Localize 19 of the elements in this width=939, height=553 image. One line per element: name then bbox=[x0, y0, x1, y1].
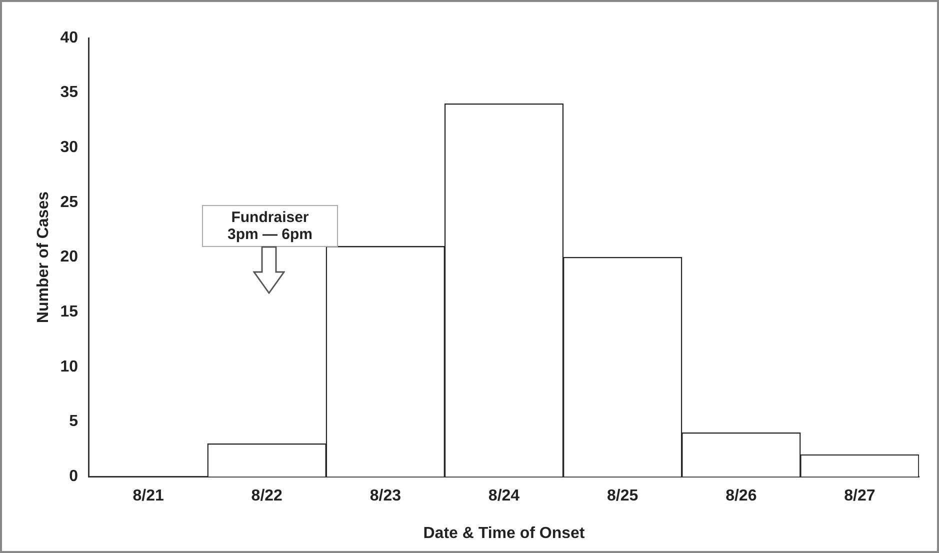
x-tick-label: 8/22 bbox=[251, 488, 283, 505]
y-axis-title: Number of Cases bbox=[35, 191, 52, 324]
x-tick-label: 8/27 bbox=[844, 488, 876, 505]
y-tick-label: 15 bbox=[60, 304, 78, 321]
y-tick-label: 35 bbox=[60, 84, 78, 102]
callout: Fundraiser 3pm — 6pm bbox=[202, 205, 338, 247]
y-tick-label: 10 bbox=[60, 358, 78, 376]
x-tick-label: 8/21 bbox=[132, 488, 164, 505]
x-axis-title: Date & Time of Onset bbox=[423, 524, 586, 542]
x-tick-label: 8/23 bbox=[370, 488, 402, 505]
x-tick-label: 8/24 bbox=[488, 488, 520, 505]
x-tick-label: 8/25 bbox=[607, 488, 638, 505]
y-tick-label: 0 bbox=[69, 468, 78, 486]
y-tick-label: 30 bbox=[60, 139, 78, 156]
y-tick-label: 25 bbox=[60, 194, 78, 211]
x-tick-label: 8/26 bbox=[726, 488, 757, 505]
y-tick-label: 20 bbox=[60, 248, 78, 266]
y-tick-label: 40 bbox=[60, 29, 78, 46]
y-tick-label: 5 bbox=[69, 413, 78, 430]
